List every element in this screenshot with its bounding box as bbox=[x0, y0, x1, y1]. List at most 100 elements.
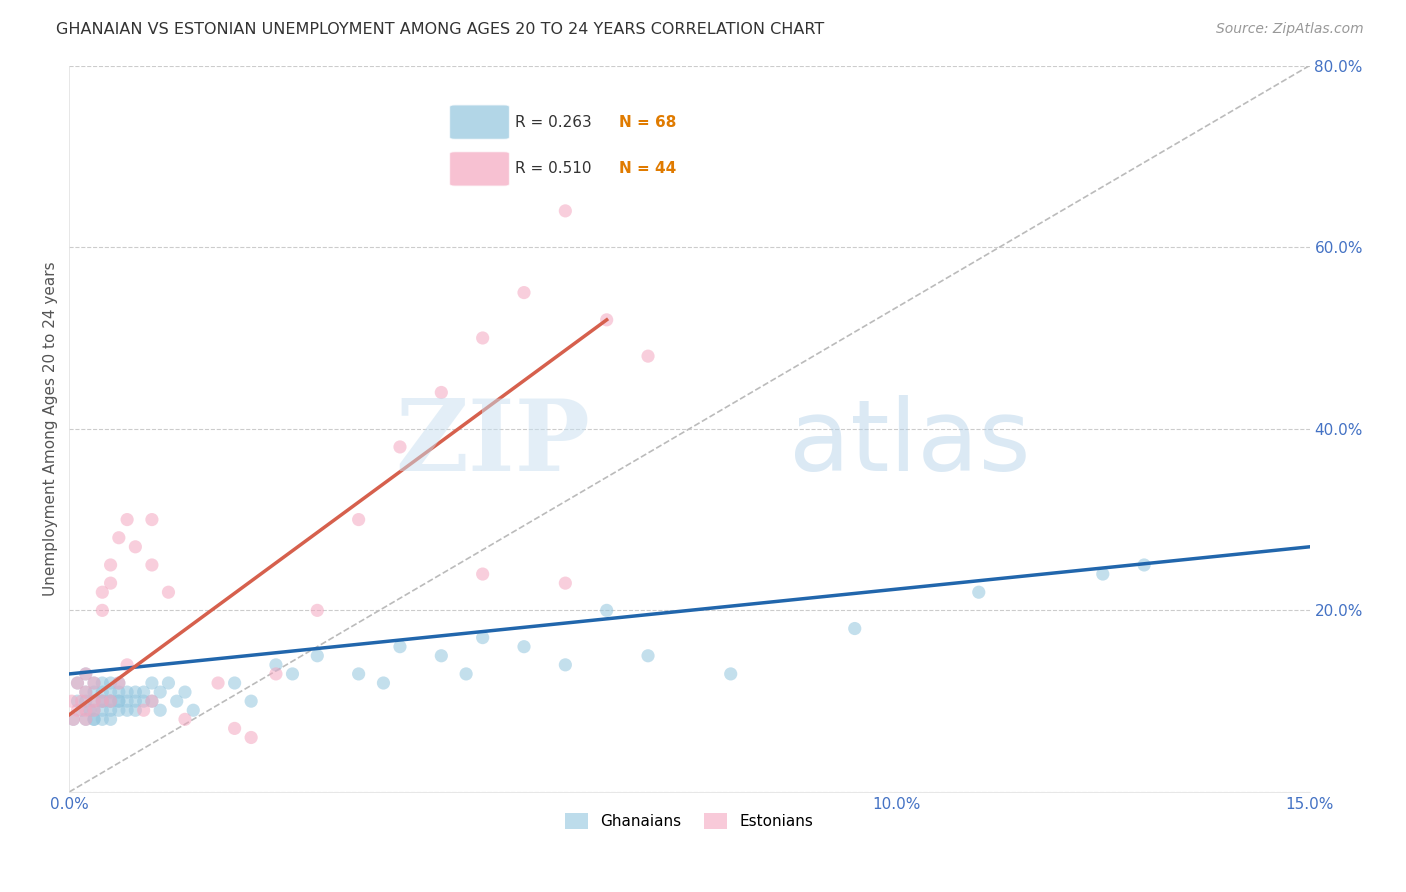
Point bbox=[91, 585, 114, 599]
Point bbox=[513, 640, 536, 654]
Point bbox=[224, 676, 246, 690]
Point bbox=[456, 667, 478, 681]
Point bbox=[347, 667, 370, 681]
Point bbox=[100, 694, 122, 708]
Point bbox=[115, 694, 138, 708]
Point bbox=[264, 667, 287, 681]
Point bbox=[75, 712, 97, 726]
Point bbox=[174, 712, 197, 726]
Point bbox=[240, 731, 263, 745]
Point bbox=[967, 585, 990, 599]
Point bbox=[62, 712, 84, 726]
Point bbox=[471, 331, 494, 345]
Point bbox=[108, 676, 131, 690]
Point bbox=[141, 512, 163, 526]
Point bbox=[132, 703, 155, 717]
Point bbox=[157, 585, 180, 599]
Point bbox=[141, 558, 163, 572]
Point bbox=[60, 694, 83, 708]
Point bbox=[83, 703, 105, 717]
Point bbox=[264, 657, 287, 672]
Point bbox=[100, 676, 122, 690]
Point bbox=[83, 712, 105, 726]
Point bbox=[108, 694, 131, 708]
Text: Source: ZipAtlas.com: Source: ZipAtlas.com bbox=[1216, 22, 1364, 37]
Point bbox=[66, 676, 89, 690]
Point bbox=[83, 676, 105, 690]
Point bbox=[554, 203, 576, 218]
Point bbox=[637, 648, 659, 663]
Point bbox=[91, 694, 114, 708]
Point bbox=[124, 694, 146, 708]
Point bbox=[91, 676, 114, 690]
Point bbox=[83, 712, 105, 726]
Point bbox=[75, 667, 97, 681]
Point bbox=[100, 703, 122, 717]
Point bbox=[149, 685, 172, 699]
Point bbox=[75, 703, 97, 717]
Point bbox=[100, 558, 122, 572]
Point bbox=[132, 694, 155, 708]
Point bbox=[141, 676, 163, 690]
Y-axis label: Unemployment Among Ages 20 to 24 years: Unemployment Among Ages 20 to 24 years bbox=[44, 261, 58, 596]
Point bbox=[720, 667, 742, 681]
Point bbox=[115, 512, 138, 526]
Point bbox=[157, 676, 180, 690]
Point bbox=[141, 694, 163, 708]
Point bbox=[373, 676, 395, 690]
Point bbox=[207, 676, 229, 690]
Point bbox=[91, 712, 114, 726]
Text: ZIP: ZIP bbox=[395, 395, 591, 491]
Point bbox=[66, 703, 89, 717]
Point bbox=[108, 685, 131, 699]
Point bbox=[75, 694, 97, 708]
Point bbox=[75, 667, 97, 681]
Point bbox=[83, 685, 105, 699]
Point bbox=[430, 385, 453, 400]
Point bbox=[115, 703, 138, 717]
Point bbox=[1091, 567, 1114, 582]
Point bbox=[388, 440, 411, 454]
Point bbox=[115, 685, 138, 699]
Point bbox=[596, 313, 619, 327]
Point bbox=[115, 657, 138, 672]
Point bbox=[307, 603, 329, 617]
Point bbox=[66, 694, 89, 708]
Point bbox=[75, 685, 97, 699]
Point bbox=[83, 694, 105, 708]
Point bbox=[91, 603, 114, 617]
Point bbox=[471, 567, 494, 582]
Point bbox=[596, 603, 619, 617]
Point bbox=[91, 685, 114, 699]
Point bbox=[91, 694, 114, 708]
Point bbox=[240, 694, 263, 708]
Point bbox=[66, 676, 89, 690]
Point bbox=[75, 685, 97, 699]
Point bbox=[75, 712, 97, 726]
Point bbox=[347, 512, 370, 526]
Point bbox=[124, 703, 146, 717]
Point bbox=[108, 531, 131, 545]
Point bbox=[141, 694, 163, 708]
Point bbox=[430, 648, 453, 663]
Point bbox=[100, 576, 122, 591]
Point bbox=[181, 703, 204, 717]
Point bbox=[108, 694, 131, 708]
Point bbox=[70, 694, 93, 708]
Point bbox=[281, 667, 304, 681]
Point bbox=[62, 712, 84, 726]
Point bbox=[91, 703, 114, 717]
Point bbox=[79, 703, 101, 717]
Point bbox=[124, 540, 146, 554]
Point bbox=[100, 685, 122, 699]
Point bbox=[637, 349, 659, 363]
Point bbox=[91, 694, 114, 708]
Point bbox=[513, 285, 536, 300]
Point bbox=[307, 648, 329, 663]
Point bbox=[149, 703, 172, 717]
Point bbox=[70, 703, 93, 717]
Text: atlas: atlas bbox=[789, 395, 1031, 491]
Point bbox=[124, 685, 146, 699]
Point bbox=[388, 640, 411, 654]
Point bbox=[554, 657, 576, 672]
